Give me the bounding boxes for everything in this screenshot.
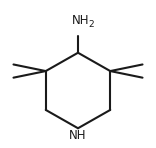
Text: NH: NH — [71, 14, 89, 27]
Text: 2: 2 — [88, 20, 94, 29]
Text: NH: NH — [69, 129, 87, 142]
